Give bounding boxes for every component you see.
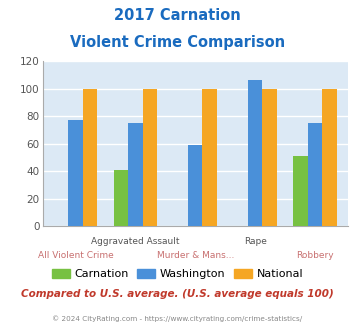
Bar (69, 120, 83, 226)
Bar (128, 123, 143, 226)
Bar (322, 88, 337, 226)
Text: Murder & Mans...: Murder & Mans... (157, 251, 234, 260)
Text: Aggravated Assault: Aggravated Assault (91, 237, 180, 246)
Bar (83, 88, 97, 226)
Text: © 2024 CityRating.com - https://www.cityrating.com/crime-statistics/: © 2024 CityRating.com - https://www.city… (53, 315, 302, 322)
Text: 2017 Carnation: 2017 Carnation (114, 8, 241, 23)
Text: Robbery: Robbery (296, 251, 334, 260)
Bar (114, 170, 128, 226)
Text: Rape: Rape (244, 237, 267, 246)
Text: Violent Crime Comparison: Violent Crime Comparison (70, 35, 285, 50)
Bar (308, 123, 322, 226)
Legend: Carnation, Washington, National: Carnation, Washington, National (48, 265, 307, 284)
Bar (294, 156, 308, 226)
Bar (188, 145, 202, 226)
Bar (143, 88, 157, 226)
Bar (248, 80, 262, 226)
Text: Compared to U.S. average. (U.S. average equals 100): Compared to U.S. average. (U.S. average … (21, 289, 334, 299)
Text: All Violent Crime: All Violent Crime (38, 251, 113, 260)
Bar (262, 88, 277, 226)
Bar (202, 88, 217, 226)
